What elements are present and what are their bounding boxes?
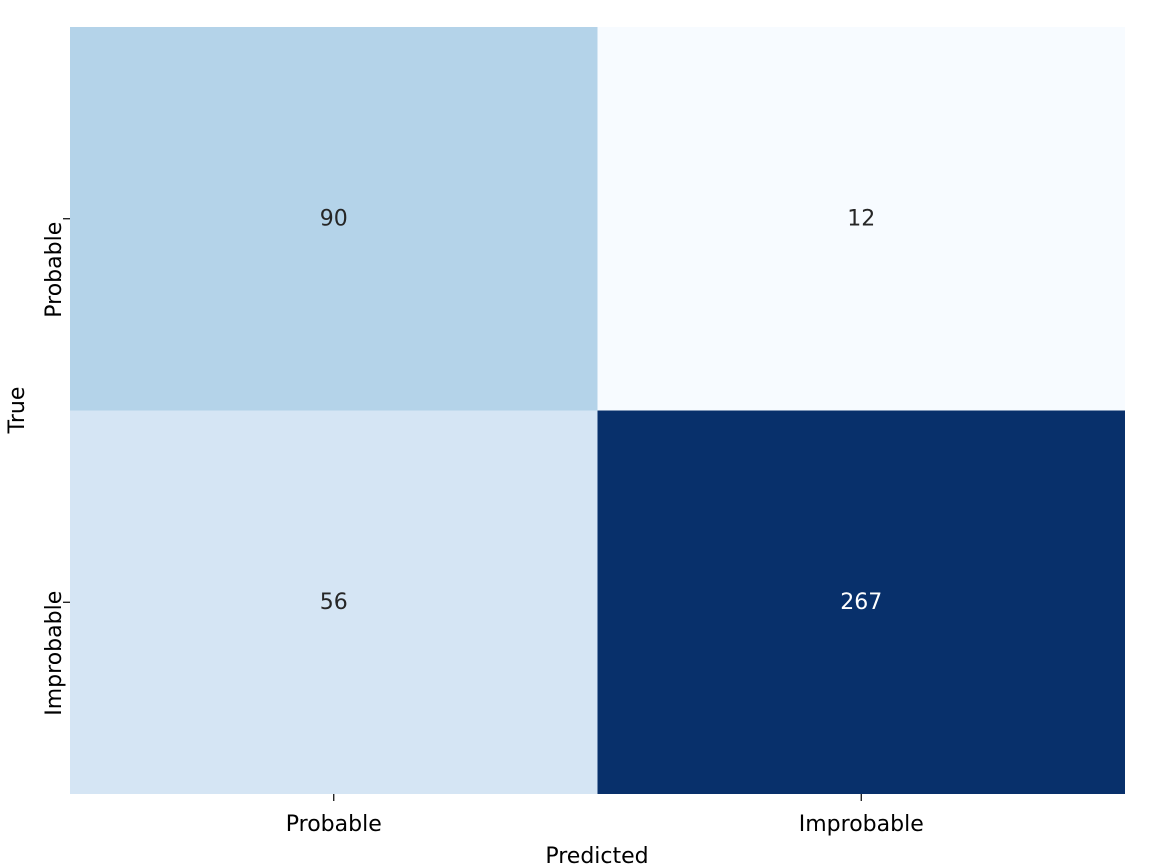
x-tick-label-0: Probable: [286, 812, 382, 837]
heatmap-cell-1-1: [597, 410, 1125, 794]
heatmap-cells: [70, 27, 1125, 794]
y-axis-label: True: [5, 387, 30, 435]
y-axis-ticks: Probable Improbable: [42, 218, 70, 716]
x-tick-label-1: Improbable: [799, 812, 924, 837]
heatmap-cell-0-0: [70, 27, 598, 411]
y-tick-label-0: Probable: [42, 222, 67, 318]
heatmap-cell-value-0-1: 12: [847, 206, 875, 231]
heatmap-cell-value-1-1: 267: [840, 590, 882, 615]
heatmap-cell-value-1-0: 56: [320, 590, 348, 615]
y-tick-label-1: Improbable: [42, 591, 67, 716]
heatmap-cell-value-0-0: 90: [320, 206, 348, 231]
heatmap-cell-1-0: [70, 410, 598, 794]
heatmap-cell-labels: 90 12 56 267: [320, 206, 883, 615]
heatmap-cell-0-1: [597, 27, 1125, 411]
x-axis-label: Predicted: [545, 844, 648, 864]
x-axis-ticks: Probable Improbable: [286, 794, 924, 837]
